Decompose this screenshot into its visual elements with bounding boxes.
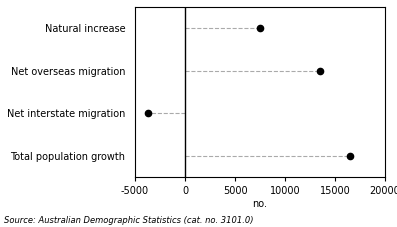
X-axis label: no.: no. (252, 199, 268, 209)
Text: Source: Australian Demographic Statistics (cat. no. 3101.0): Source: Australian Demographic Statistic… (4, 216, 253, 225)
